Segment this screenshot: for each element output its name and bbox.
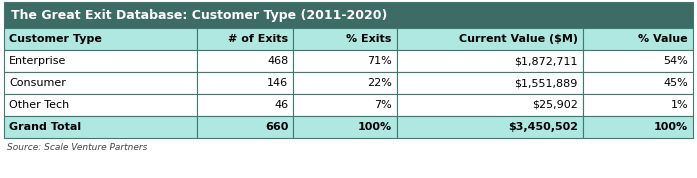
Text: 7%: 7%	[374, 100, 392, 110]
Text: The Great Exit Database: Customer Type (2011-2020): The Great Exit Database: Customer Type (…	[11, 9, 388, 22]
Bar	[197, 28, 293, 50]
Text: 100%: 100%	[358, 122, 392, 132]
Bar	[293, 50, 397, 72]
Text: 22%: 22%	[367, 78, 392, 88]
Bar	[4, 2, 693, 28]
Bar	[583, 94, 693, 116]
Bar	[197, 116, 293, 138]
Bar	[293, 72, 397, 94]
Bar	[583, 116, 693, 138]
Text: Enterprise: Enterprise	[9, 56, 66, 66]
Text: $1,872,711: $1,872,711	[514, 56, 578, 66]
Bar	[197, 94, 293, 116]
Bar	[583, 50, 693, 72]
Bar	[397, 72, 583, 94]
Bar	[293, 28, 397, 50]
Text: $25,902: $25,902	[532, 100, 578, 110]
Bar	[397, 50, 583, 72]
Bar	[293, 116, 397, 138]
Text: Other Tech: Other Tech	[9, 100, 69, 110]
Bar	[4, 94, 197, 116]
Bar	[197, 72, 293, 94]
Text: 71%: 71%	[367, 56, 392, 66]
Bar	[583, 28, 693, 50]
Text: Customer Type: Customer Type	[9, 34, 102, 44]
Bar	[4, 28, 197, 50]
Bar	[293, 94, 397, 116]
Bar	[4, 50, 197, 72]
Text: % Value: % Value	[638, 34, 688, 44]
Text: 45%: 45%	[664, 78, 688, 88]
Text: 46: 46	[274, 100, 289, 110]
Text: $1,551,889: $1,551,889	[514, 78, 578, 88]
Bar	[397, 28, 583, 50]
Text: 660: 660	[265, 122, 289, 132]
Text: % Exits: % Exits	[346, 34, 392, 44]
Bar	[397, 116, 583, 138]
Text: 100%: 100%	[654, 122, 688, 132]
Text: 54%: 54%	[664, 56, 688, 66]
Bar	[4, 72, 197, 94]
Text: Grand Total: Grand Total	[9, 122, 81, 132]
Text: 146: 146	[267, 78, 289, 88]
Bar	[197, 50, 293, 72]
Text: 468: 468	[267, 56, 289, 66]
Text: Current Value ($M): Current Value ($M)	[459, 34, 578, 44]
Bar	[4, 116, 197, 138]
Text: Consumer: Consumer	[9, 78, 66, 88]
Text: 1%: 1%	[671, 100, 688, 110]
Text: Source: Scale Venture Partners: Source: Scale Venture Partners	[7, 143, 147, 153]
Text: # of Exits: # of Exits	[228, 34, 289, 44]
Bar	[397, 94, 583, 116]
Bar	[583, 72, 693, 94]
Text: $3,450,502: $3,450,502	[507, 122, 578, 132]
